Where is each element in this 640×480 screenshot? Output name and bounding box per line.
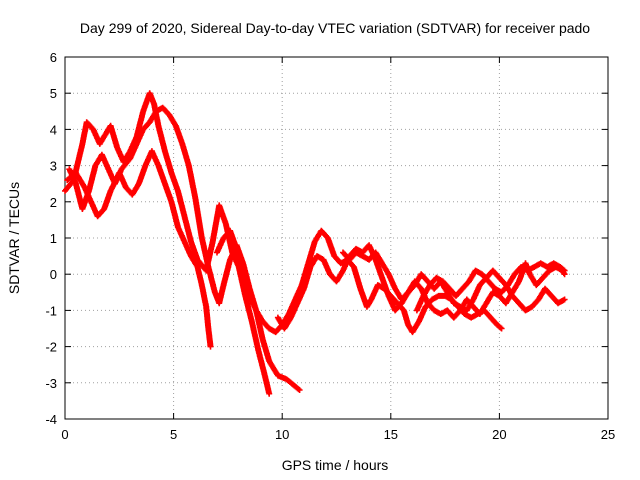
series-track-1 — [62, 90, 273, 397]
y-tick-label: 1 — [50, 231, 57, 246]
series-track-6 — [340, 249, 568, 321]
series-markers — [413, 260, 568, 314]
data-series — [62, 90, 568, 397]
y-tick-label: 0 — [50, 267, 57, 282]
x-axis-label: GPS time / hours — [282, 457, 389, 473]
series-markers — [64, 148, 214, 350]
series-track-7 — [413, 260, 568, 314]
x-tick-label: 0 — [61, 427, 68, 442]
x-tick-label: 20 — [492, 427, 506, 442]
x-tick-label: 25 — [601, 427, 615, 442]
x-tick-label: 5 — [170, 427, 177, 442]
y-tick-label: -3 — [45, 376, 57, 391]
y-tick-label: 4 — [50, 122, 57, 137]
x-tick-label: 10 — [275, 427, 289, 442]
y-tick-label: -1 — [45, 303, 57, 318]
series-track-5 — [274, 242, 568, 332]
series-track-3 — [64, 148, 214, 350]
series-markers — [62, 90, 273, 397]
y-axis-label: SDTVAR / TECUs — [6, 182, 22, 294]
series-markers — [340, 249, 568, 321]
chart-title: Day 299 of 2020, Sidereal Day-to-day VTE… — [80, 20, 590, 36]
y-tick-label: 5 — [50, 86, 57, 101]
x-tick-label: 15 — [384, 427, 398, 442]
series-markers — [274, 242, 568, 332]
y-tick-label: 2 — [50, 195, 57, 210]
y-tick-label: 6 — [50, 50, 57, 65]
y-tick-label: -2 — [45, 340, 57, 355]
axis-ticks: 0 5 10 15 20 25 -4 -3 -2 -1 0 1 2 3 4 5 6 — [45, 50, 615, 442]
y-tick-label: 3 — [50, 159, 57, 174]
y-tick-label: -4 — [45, 412, 57, 427]
